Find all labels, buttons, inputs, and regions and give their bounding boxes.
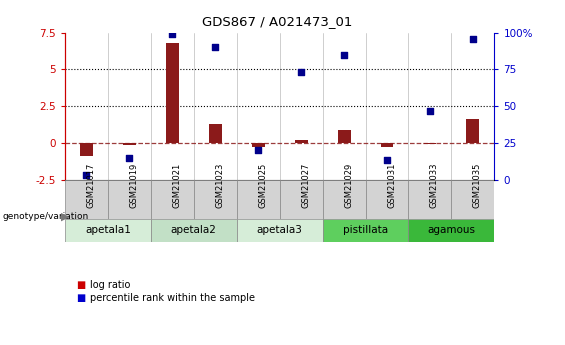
Point	[254, 147, 263, 153]
Text: GDS867 / A021473_01: GDS867 / A021473_01	[202, 16, 352, 29]
Text: apetala3: apetala3	[257, 225, 303, 235]
Bar	[123, 143, 136, 145]
Bar	[65, 179, 108, 219]
Bar	[408, 219, 494, 241]
Bar	[65, 219, 151, 241]
Text: GSM21033: GSM21033	[430, 162, 439, 208]
Bar	[194, 179, 237, 219]
Bar	[338, 130, 350, 143]
Point	[383, 158, 392, 163]
Text: ■: ■	[76, 280, 85, 289]
Text: GSM21019: GSM21019	[129, 163, 138, 208]
Text: apetala2: apetala2	[171, 225, 217, 235]
Text: GSM21021: GSM21021	[172, 163, 181, 208]
Point	[340, 52, 349, 58]
Text: pistillata: pistillata	[343, 225, 388, 235]
Bar	[451, 179, 494, 219]
Text: GSM21017: GSM21017	[86, 163, 95, 208]
Point	[211, 45, 220, 50]
Bar	[252, 143, 264, 147]
Text: GSM21027: GSM21027	[301, 163, 310, 208]
Bar	[366, 179, 408, 219]
Bar	[323, 179, 366, 219]
Text: agamous: agamous	[428, 225, 475, 235]
Point	[125, 155, 134, 160]
Text: GSM21029: GSM21029	[344, 163, 353, 208]
Point	[168, 31, 177, 37]
Bar	[151, 219, 237, 241]
Text: ■: ■	[76, 294, 85, 303]
Bar	[151, 179, 194, 219]
Bar	[467, 119, 479, 143]
Bar	[323, 219, 408, 241]
Bar	[237, 219, 323, 241]
Bar	[408, 179, 451, 219]
Text: ▶: ▶	[61, 211, 69, 221]
Bar	[166, 43, 179, 143]
Point	[468, 36, 477, 41]
Bar	[280, 179, 323, 219]
Text: percentile rank within the sample: percentile rank within the sample	[90, 294, 255, 303]
Text: GSM21025: GSM21025	[258, 163, 267, 208]
Text: apetala1: apetala1	[85, 225, 131, 235]
Bar	[381, 143, 393, 147]
Text: GSM21031: GSM21031	[387, 163, 396, 208]
Bar	[424, 143, 436, 144]
Point	[297, 70, 306, 75]
Bar	[295, 140, 307, 143]
Text: GSM21035: GSM21035	[473, 163, 482, 208]
Bar	[237, 179, 280, 219]
Point	[82, 172, 91, 178]
Text: log ratio: log ratio	[90, 280, 131, 289]
Text: GSM21023: GSM21023	[215, 163, 224, 208]
Bar	[80, 143, 93, 156]
Point	[425, 108, 434, 113]
Text: genotype/variation: genotype/variation	[3, 212, 89, 221]
Bar	[108, 179, 151, 219]
Bar	[209, 124, 221, 143]
